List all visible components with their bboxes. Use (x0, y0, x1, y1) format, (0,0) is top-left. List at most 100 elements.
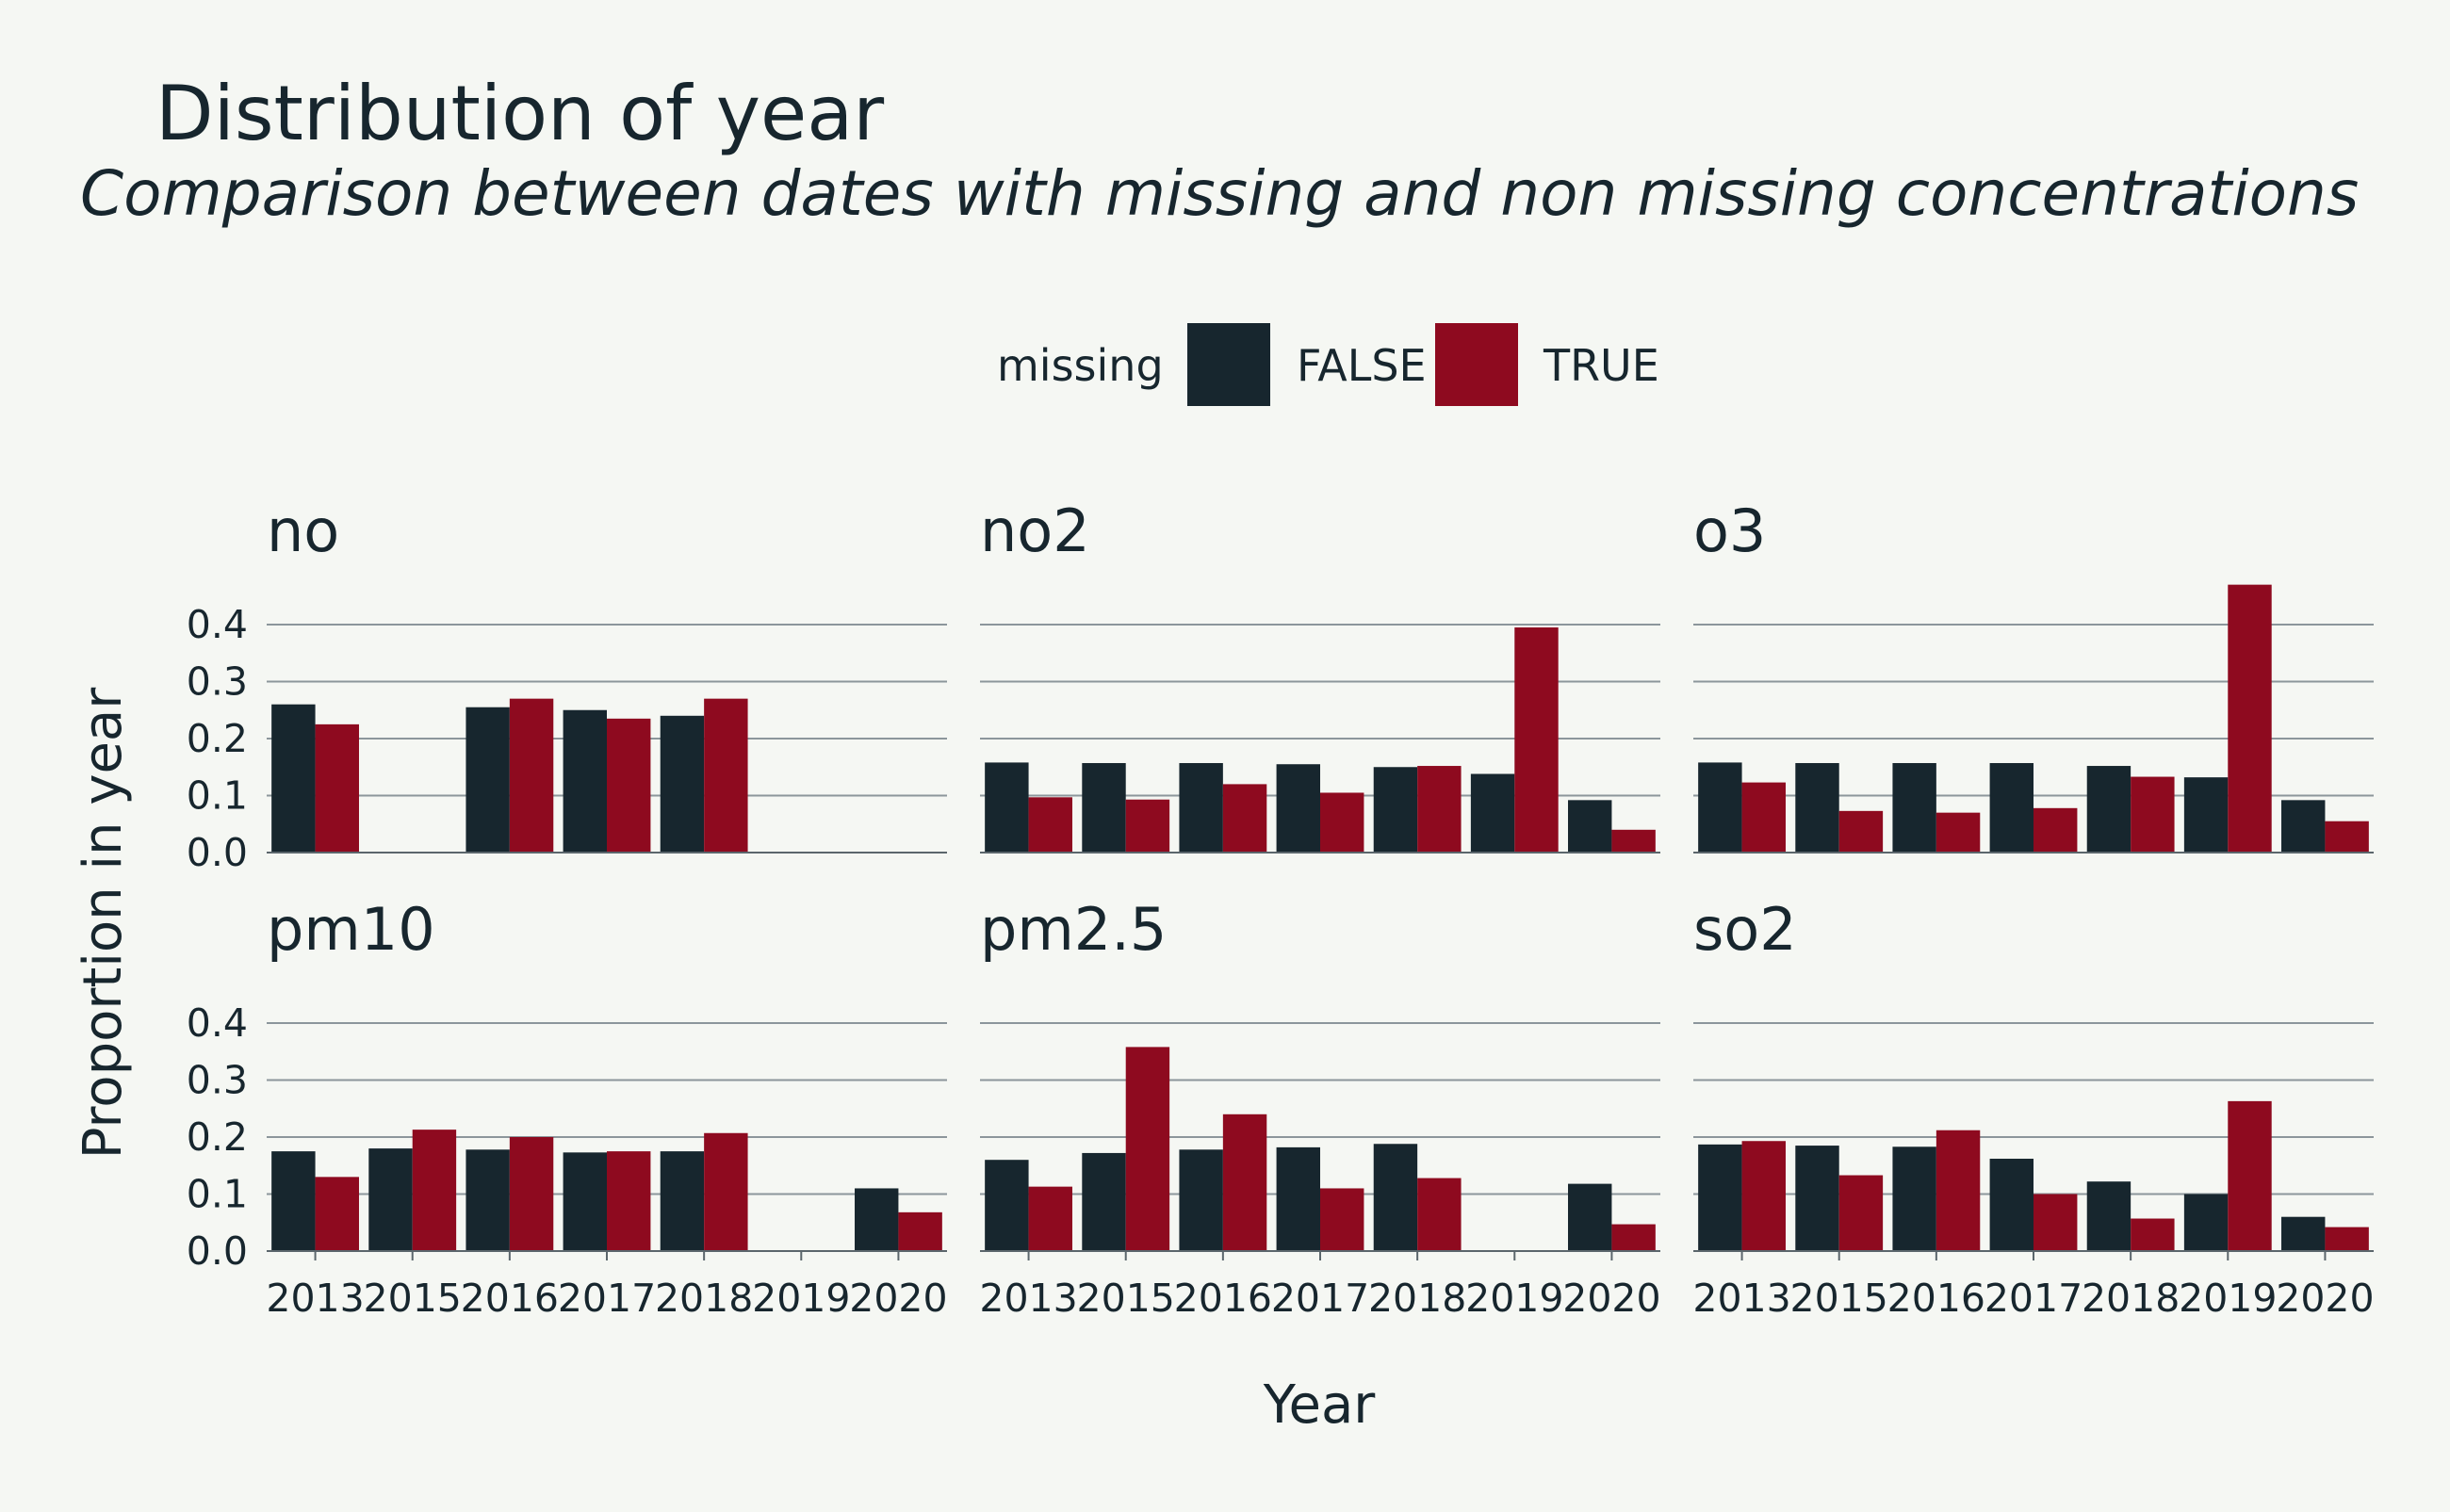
bar-false-2020 (2281, 1216, 2326, 1251)
bar-true-2017 (1320, 1188, 1364, 1251)
facet-panels: no 0.0 0.1 0.2 0.3 0.4 no2 o3 pm10 0.0 0.1 0.2 0.3 0.… (187, 496, 2375, 1321)
bar-false-2017 (1989, 1158, 2034, 1251)
bar-true-2018 (2131, 776, 2175, 853)
legend-swatch-false (1187, 323, 1270, 406)
bar-false-2019 (2183, 1194, 2229, 1251)
bar-true-2015 (1838, 1175, 1884, 1251)
bar-false-2020 (2281, 800, 2326, 853)
y-tick-label: 0.4 (187, 602, 248, 647)
panel-title: pm2.5 (980, 895, 1167, 964)
bar-true-2013 (1741, 782, 1786, 853)
x-axis-title: Year (1263, 1374, 1377, 1436)
x-tick-label: 2013 (1692, 1276, 1790, 1321)
bar-false-2019 (1470, 773, 1515, 853)
bar-false-2013 (271, 1151, 316, 1251)
bar-true-2020 (898, 1211, 942, 1251)
legend-label-false: FALSE (1297, 340, 1427, 391)
bar-false-2019 (2183, 777, 2229, 853)
x-tick-label: 2015 (1077, 1276, 1175, 1321)
y-tick-label: 0.1 (187, 1172, 248, 1217)
x-tick-label: 2017 (1984, 1276, 2082, 1321)
panel-no: no 0.0 0.1 0.2 0.3 0.4 (187, 496, 947, 875)
bar-true-2020 (2325, 821, 2369, 853)
y-tick-label: 0.0 (187, 1228, 248, 1274)
bar-false-2013 (1698, 1144, 1742, 1251)
bar-false-2018 (2086, 766, 2132, 853)
bar-false-2020 (1568, 800, 1612, 853)
x-tick-label: 2015 (364, 1276, 462, 1321)
bar-true-2017 (1320, 792, 1364, 853)
bar-true-2013 (1028, 797, 1072, 853)
x-tick-label: 2020 (849, 1276, 947, 1321)
bar-false-2017 (563, 1152, 607, 1251)
panel-pm10: pm100.00.10.20.30.4201320152016201720182… (187, 895, 948, 1321)
chart-title: Distribution of year (155, 70, 884, 157)
bar-true-2013 (1741, 1141, 1786, 1251)
bar-false-2017 (1276, 1146, 1320, 1251)
bar-false-2015 (1795, 1146, 1839, 1251)
bar-true-2016 (1222, 784, 1267, 853)
y-tick-label: 0.2 (187, 716, 248, 761)
bar-false-2020 (855, 1188, 899, 1251)
bar-true-2018 (2131, 1218, 2175, 1251)
bar-true-2016 (1936, 1130, 1981, 1251)
bar-true-2020 (1611, 1224, 1656, 1251)
bar-false-2018 (660, 1151, 705, 1251)
chart-subtitle: Comparison between dates with missing an… (80, 157, 2359, 230)
bar-false-2015 (1082, 763, 1126, 853)
bar-false-2018 (2086, 1181, 2132, 1251)
y-axis-title: Proportion in year (73, 687, 134, 1160)
y-tick-label: 0.2 (187, 1114, 248, 1160)
x-tick-label: 2019 (2179, 1276, 2277, 1321)
bar-true-2017 (607, 718, 651, 853)
bar-false-2016 (1892, 763, 1936, 853)
y-tick-label: 0.3 (187, 1058, 248, 1103)
bar-true-2019 (1514, 627, 1559, 853)
bar-true-2016 (509, 698, 554, 853)
bar-true-2019 (2228, 1100, 2272, 1251)
bar-false-2013 (271, 704, 316, 853)
panel-title: pm10 (267, 895, 435, 964)
bar-true-2013 (1028, 1186, 1072, 1251)
panel-no2: no2 (980, 496, 1660, 854)
x-tick-label: 2016 (461, 1276, 559, 1321)
x-tick-label: 2020 (2276, 1276, 2374, 1321)
bar-true-2013 (315, 1177, 359, 1251)
x-tick-label: 2013 (979, 1276, 1077, 1321)
bar-false-2018 (1373, 767, 1418, 853)
bar-false-2017 (563, 709, 607, 853)
bar-false-2018 (1373, 1144, 1418, 1251)
bar-true-2018 (704, 1132, 748, 1251)
bar-true-2016 (1936, 812, 1981, 853)
y-tick-label: 0.0 (187, 830, 248, 875)
x-tick-label: 2018 (655, 1276, 753, 1321)
bar-false-2016 (1892, 1146, 1936, 1251)
bar-true-2015 (1125, 1047, 1170, 1251)
bar-false-2015 (1795, 763, 1839, 853)
x-tick-label: 2019 (1465, 1276, 1563, 1321)
bar-true-2015 (412, 1130, 457, 1251)
bar-true-2017 (2034, 1194, 2078, 1251)
x-tick-label: 2017 (558, 1276, 656, 1321)
bar-true-2017 (607, 1151, 651, 1251)
legend-swatch-true (1435, 323, 1518, 406)
x-tick-label: 2013 (266, 1276, 364, 1321)
panel-title: no (267, 496, 339, 565)
legend-label-true: TRUE (1543, 340, 1659, 391)
bar-true-2015 (1838, 810, 1884, 853)
bar-false-2017 (1989, 763, 2034, 853)
bar-true-2018 (704, 698, 748, 853)
bar-false-2016 (466, 1149, 510, 1251)
bar-true-2019 (2228, 584, 2272, 853)
bar-false-2018 (660, 715, 705, 853)
x-tick-label: 2017 (1271, 1276, 1369, 1321)
y-tick-label: 0.1 (187, 773, 248, 819)
legend-title: missing (997, 340, 1164, 391)
bar-false-2016 (1179, 1149, 1223, 1251)
bar-false-2013 (1698, 762, 1742, 853)
x-tick-label: 2016 (1174, 1276, 1272, 1321)
bar-true-2018 (1417, 766, 1462, 853)
x-tick-label: 2018 (1368, 1276, 1466, 1321)
